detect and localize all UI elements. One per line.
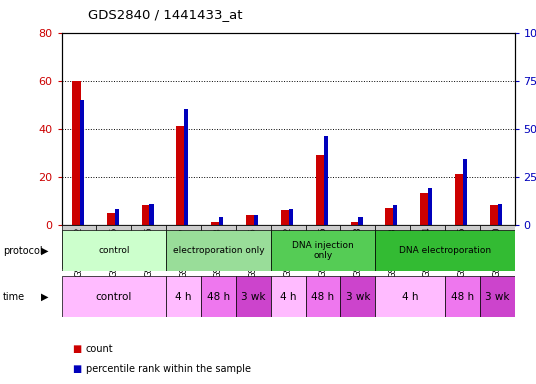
Bar (428, 188, 433, 225)
Bar (219, 217, 224, 225)
Bar (166, 276, 201, 317)
Bar (176, 126, 185, 225)
Text: percentile rank within the sample: percentile rank within the sample (86, 364, 251, 374)
Text: 4 h: 4 h (402, 291, 418, 302)
Text: GSM154236: GSM154236 (249, 227, 258, 278)
Text: 3 wk: 3 wk (485, 291, 509, 302)
Bar (375, 230, 515, 271)
Text: GSM154215: GSM154215 (109, 227, 118, 277)
Bar (385, 208, 394, 225)
Bar (281, 210, 289, 225)
Text: 48 h: 48 h (207, 291, 230, 302)
Bar (455, 174, 464, 225)
Bar (246, 215, 255, 225)
Text: GSM154218: GSM154218 (353, 227, 362, 278)
Text: 3 wk: 3 wk (241, 291, 265, 302)
Text: 3 wk: 3 wk (346, 291, 370, 302)
Bar (271, 276, 306, 317)
Bar (254, 215, 258, 225)
Text: control: control (96, 291, 132, 302)
Bar (480, 225, 515, 269)
Bar (306, 276, 340, 317)
Bar (150, 204, 154, 225)
Text: GSM154230: GSM154230 (493, 227, 502, 278)
Bar (62, 276, 166, 317)
Text: ■: ■ (72, 364, 81, 374)
Bar (393, 205, 398, 225)
Text: GSM154234: GSM154234 (423, 227, 432, 278)
Bar (410, 225, 445, 269)
Bar (72, 81, 80, 225)
Text: time: time (3, 291, 25, 302)
Bar (480, 276, 515, 317)
Bar (351, 222, 359, 225)
Bar (166, 230, 271, 271)
Text: GSM154212: GSM154212 (75, 227, 84, 277)
Bar (142, 205, 150, 225)
Text: 4 h: 4 h (175, 291, 192, 302)
Text: GSM154237: GSM154237 (179, 227, 188, 278)
Text: GSM154222: GSM154222 (284, 227, 293, 277)
Bar (445, 276, 480, 317)
Bar (131, 225, 166, 269)
Bar (375, 225, 410, 269)
Text: DNA electroporation: DNA electroporation (399, 246, 491, 255)
Text: GSM154235: GSM154235 (458, 227, 467, 278)
Text: GSM154233: GSM154233 (388, 227, 397, 278)
Bar (236, 225, 271, 269)
Bar (316, 155, 324, 225)
Bar (62, 225, 96, 269)
Bar (463, 159, 467, 225)
Bar (107, 213, 115, 225)
Bar (96, 225, 131, 269)
Bar (375, 276, 445, 317)
Bar (445, 225, 480, 269)
Text: ▶: ▶ (41, 291, 48, 302)
Text: ▶: ▶ (41, 245, 48, 256)
Bar (201, 225, 236, 269)
Bar (340, 276, 375, 317)
Bar (236, 276, 271, 317)
Text: GSM154238: GSM154238 (214, 227, 223, 278)
Text: DNA injection
only: DNA injection only (292, 241, 354, 260)
Text: GSM154216: GSM154216 (144, 227, 153, 278)
Text: 4 h: 4 h (280, 291, 296, 302)
Text: GDS2840 / 1441433_at: GDS2840 / 1441433_at (88, 8, 243, 21)
Text: GSM154226: GSM154226 (318, 227, 327, 278)
Text: control: control (98, 246, 130, 255)
Bar (166, 225, 201, 269)
Bar (271, 230, 375, 271)
Bar (271, 225, 306, 269)
Bar (490, 205, 498, 225)
Text: electroporation only: electroporation only (173, 246, 264, 255)
Text: protocol: protocol (3, 245, 42, 256)
Bar (115, 209, 119, 225)
Bar (340, 225, 375, 269)
Bar (184, 109, 189, 225)
Bar (62, 230, 166, 271)
Text: 48 h: 48 h (311, 291, 334, 302)
Text: 48 h: 48 h (451, 291, 474, 302)
Bar (359, 217, 363, 225)
Text: count: count (86, 344, 114, 354)
Text: ■: ■ (72, 344, 81, 354)
Bar (211, 222, 220, 225)
Bar (498, 204, 502, 225)
Bar (420, 194, 429, 225)
Bar (289, 209, 293, 225)
Bar (201, 276, 236, 317)
Bar (324, 136, 328, 225)
Bar (306, 225, 340, 269)
Bar (80, 100, 84, 225)
